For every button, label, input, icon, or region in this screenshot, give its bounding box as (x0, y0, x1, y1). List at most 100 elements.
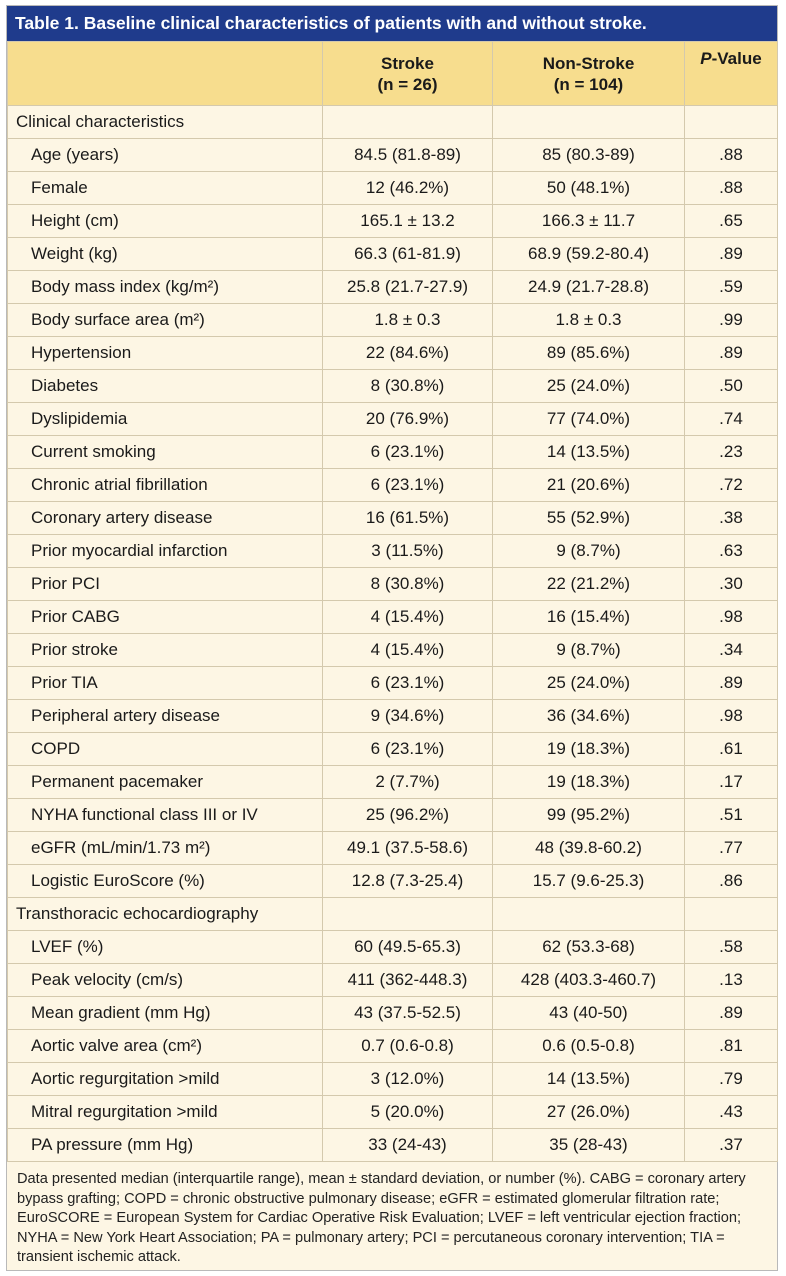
nonstroke-value: 55 (52.9%) (492, 501, 685, 535)
stroke-value: 6 (23.1%) (322, 666, 493, 700)
p-value: .98 (684, 699, 778, 733)
stroke-value: 16 (61.5%) (322, 501, 493, 535)
table-body: Clinical characteristics Age (years) 84.5 … (7, 105, 778, 1162)
nonstroke-value: 9 (8.7%) (492, 633, 685, 667)
p-value: .88 (684, 171, 778, 205)
nonstroke-value: 99 (95.2%) (492, 798, 685, 832)
p-value: .50 (684, 369, 778, 403)
table-row: Aortic valve area (cm²) 0.7 (0.6-0.8) 0.6 … (7, 1029, 778, 1063)
nonstroke-value: 27 (26.0%) (492, 1095, 685, 1129)
section-row: Transthoracic echocardiography (7, 897, 778, 931)
row-label: Prior TIA (7, 666, 323, 700)
row-label: Coronary artery disease (7, 501, 323, 535)
nonstroke-value: 85 (80.3-89) (492, 138, 685, 172)
row-label: LVEF (%) (7, 930, 323, 964)
nonstroke-value: 89 (85.6%) (492, 336, 685, 370)
stroke-value: 2 (7.7%) (322, 765, 493, 799)
nonstroke-value: 25 (24.0%) (492, 666, 685, 700)
stroke-value: 20 (76.9%) (322, 402, 493, 436)
table-row: NYHA functional class III or IV 25 (96.2%… (7, 798, 778, 832)
row-label: Prior stroke (7, 633, 323, 667)
stroke-value: 60 (49.5-65.3) (322, 930, 493, 964)
row-label: Mitral regurgitation >mild (7, 1095, 323, 1129)
nonstroke-value: 0.6 (0.5-0.8) (492, 1029, 685, 1063)
table-row: eGFR (mL/min/1.73 m²) 49.1 (37.5-58.6) 48 … (7, 831, 778, 865)
table-row: Peripheral artery disease 9 (34.6%) 36 (34… (7, 699, 778, 733)
table-row: Peak velocity (cm/s) 411 (362-448.3) 428 (… (7, 963, 778, 997)
p-value: .61 (684, 732, 778, 766)
stroke-value: 4 (15.4%) (322, 633, 493, 667)
stroke-value: 6 (23.1%) (322, 732, 493, 766)
stroke-value: 8 (30.8%) (322, 567, 493, 601)
row-label: Prior CABG (7, 600, 323, 634)
row-label: Peripheral artery disease (7, 699, 323, 733)
nonstroke-value: 62 (53.3-68) (492, 930, 685, 964)
table-row: Logistic EuroScore (%) 12.8 (7.3-25.4) 15.… (7, 864, 778, 898)
p-value (684, 105, 778, 139)
table-row: Body surface area (m²) 1.8 ± 0.3 1.8 ± 0.3… (7, 303, 778, 337)
row-label: Hypertension (7, 336, 323, 370)
stroke-value (322, 105, 493, 139)
header-pvalue-rest: -Value (711, 49, 762, 68)
p-value: .37 (684, 1128, 778, 1162)
table-row: Prior PCI 8 (30.8%) 22 (21.2%) .30 (7, 567, 778, 601)
p-value: .59 (684, 270, 778, 304)
stroke-value: 0.7 (0.6-0.8) (322, 1029, 493, 1063)
p-value: .86 (684, 864, 778, 898)
header-blank-cell (7, 41, 323, 106)
p-value: .58 (684, 930, 778, 964)
p-value: .89 (684, 336, 778, 370)
nonstroke-value (492, 105, 685, 139)
row-label: Prior myocardial infarction (7, 534, 323, 568)
p-value: .89 (684, 237, 778, 271)
p-value: .74 (684, 402, 778, 436)
nonstroke-value: 428 (403.3-460.7) (492, 963, 685, 997)
table-row: Female 12 (46.2%) 50 (48.1%) .88 (7, 171, 778, 205)
p-value: .23 (684, 435, 778, 469)
table-row: Diabetes 8 (30.8%) 25 (24.0%) .50 (7, 369, 778, 403)
p-value: .30 (684, 567, 778, 601)
p-value: .88 (684, 138, 778, 172)
stroke-value: 165.1 ± 13.2 (322, 204, 493, 238)
table-row: Weight (kg) 66.3 (61-81.9) 68.9 (59.2-80.4… (7, 237, 778, 271)
table-row: Mitral regurgitation >mild 5 (20.0%) 27 (2… (7, 1095, 778, 1129)
table-row: Age (years) 84.5 (81.8-89) 85 (80.3-89) .88 (7, 138, 778, 172)
header-row: Stroke (n = 26) Non-Stroke (n = 104) P-V… (7, 41, 778, 106)
p-value: .38 (684, 501, 778, 535)
p-value: .34 (684, 633, 778, 667)
table-title: Table 1. Baseline clinical characteristi… (7, 6, 777, 41)
row-label: Chronic atrial fibrillation (7, 468, 323, 502)
row-label: Body surface area (m²) (7, 303, 323, 337)
nonstroke-value: 16 (15.4%) (492, 600, 685, 634)
header-pvalue-p: P (700, 49, 712, 68)
nonstroke-value: 14 (13.5%) (492, 435, 685, 469)
row-label: Female (7, 171, 323, 205)
p-value: .17 (684, 765, 778, 799)
table-row: Hypertension 22 (84.6%) 89 (85.6%) .89 (7, 336, 778, 370)
table-row: Height (cm) 165.1 ± 13.2 166.3 ± 11.7.65 (7, 204, 778, 238)
row-label: NYHA functional class III or IV (7, 798, 323, 832)
p-value: .89 (684, 666, 778, 700)
row-label: Diabetes (7, 369, 323, 403)
row-label: Aortic regurgitation >mild (7, 1062, 323, 1096)
row-label: Current smoking (7, 435, 323, 469)
row-label: Body mass index (kg/m²) (7, 270, 323, 304)
header-stroke-label: Stroke (381, 53, 434, 73)
section-row: Clinical characteristics (7, 105, 778, 139)
row-label: eGFR (mL/min/1.73 m²) (7, 831, 323, 865)
header-pvalue: P-Value (684, 41, 778, 106)
table-row: Prior TIA 6 (23.1%) 25 (24.0%) .89 (7, 666, 778, 700)
stroke-value: 3 (11.5%) (322, 534, 493, 568)
stroke-value: 9 (34.6%) (322, 699, 493, 733)
header-nonstroke-n: (n = 104) (553, 74, 624, 94)
header-stroke-n: (n = 26) (377, 74, 438, 94)
table-row: Permanent pacemaker 2 (7.7%) 19 (18.3%) .17 (7, 765, 778, 799)
table-row: Prior myocardial infarction 3 (11.5%) 9 (8… (7, 534, 778, 568)
stroke-value: 3 (12.0%) (322, 1062, 493, 1096)
stroke-value: 6 (23.1%) (322, 435, 493, 469)
p-value: .98 (684, 600, 778, 634)
row-label: Weight (kg) (7, 237, 323, 271)
row-label: Peak velocity (cm/s) (7, 963, 323, 997)
p-value: .89 (684, 996, 778, 1030)
p-value: .81 (684, 1029, 778, 1063)
